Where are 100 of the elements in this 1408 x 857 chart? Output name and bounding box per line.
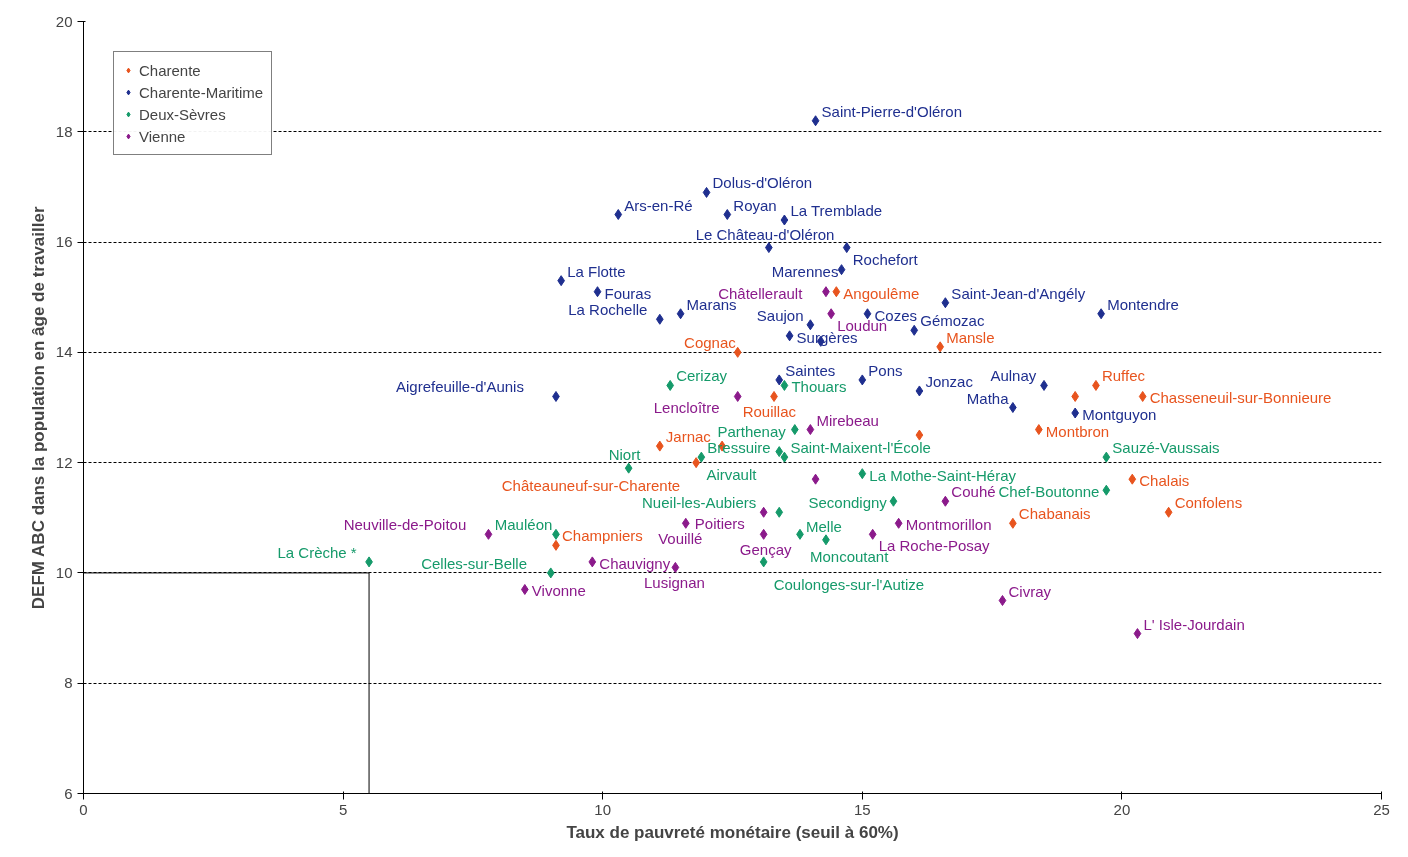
point	[842, 242, 851, 254]
point	[1138, 390, 1147, 402]
annotation: Montguyon	[1082, 406, 1157, 424]
annotation: Chasseneuil-sur-Bonnieure	[1149, 389, 1332, 407]
point	[775, 506, 784, 518]
annotation: Lencloître	[653, 399, 720, 417]
point	[655, 313, 664, 325]
annotation: Lusignan	[643, 574, 705, 592]
annotation: Chef-Boutonne	[998, 483, 1100, 501]
y-tick-label: 8	[64, 674, 73, 692]
annotation: La Tremblade	[790, 202, 883, 220]
point	[671, 561, 680, 573]
annotation: Melle	[805, 517, 842, 535]
point	[806, 319, 815, 331]
point	[811, 115, 820, 127]
annotation: Champniers	[561, 527, 643, 545]
x-tick-label: 5	[338, 800, 348, 818]
point	[1034, 424, 1043, 436]
y-tick-label: 6	[64, 784, 73, 802]
x-tick-label: 0	[79, 800, 88, 818]
annotation: Jonzac	[925, 372, 974, 390]
annotation: Marennes	[771, 262, 839, 280]
point	[858, 468, 867, 480]
point	[915, 385, 924, 397]
annotation: Mirebeau	[816, 411, 879, 429]
annotation: Neuville-de-Poitou	[343, 516, 467, 534]
annotation: La Rochelle	[568, 301, 648, 319]
point	[655, 440, 664, 452]
y-axis-title: DEFM ABC dans la population en âge de travailler	[28, 206, 48, 610]
annotation: Saint-Jean-d'Angély	[951, 284, 1086, 302]
annotation: Montendre	[1107, 295, 1179, 313]
annotation: Secondigny	[808, 494, 888, 512]
annotation: Dolus-d'Oléron	[712, 174, 813, 192]
point	[593, 286, 602, 298]
y-tick-label: 12	[55, 453, 73, 471]
annotation: Rochefort	[852, 250, 919, 268]
point	[520, 583, 529, 595]
point	[702, 186, 711, 198]
point	[775, 374, 784, 386]
annotation: Cerizay	[676, 367, 728, 385]
annotation: Vivonne	[531, 582, 586, 600]
point	[666, 379, 675, 391]
annotation: Niort	[608, 446, 642, 464]
annotation: Coulonges-sur-l'Autize	[773, 575, 925, 593]
point	[780, 379, 789, 391]
annotation: Ruffec	[1101, 367, 1146, 385]
point	[868, 528, 877, 540]
annotation: Saint-Maixent-l'École	[790, 439, 931, 457]
point	[614, 209, 623, 220]
point	[811, 473, 820, 485]
annotation: Nueil-les-Aubiers	[642, 494, 757, 512]
legend-label: Vienne	[139, 127, 186, 145]
annotation: Mansle	[946, 328, 995, 346]
point	[910, 324, 919, 336]
annotation: Matha	[966, 389, 1010, 407]
annotation: Civray	[1008, 582, 1052, 600]
y-tick-label: 10	[55, 563, 73, 581]
annotation: Saujon	[756, 306, 804, 324]
point	[837, 264, 846, 276]
annotation: Royan	[733, 196, 777, 214]
annotation: Gençay	[739, 541, 793, 559]
point	[484, 528, 493, 540]
annotation: Le Château-d'Oléron	[695, 225, 835, 243]
annotation: Celles-sur-Belle	[421, 554, 528, 572]
annotation: La Crèche *	[277, 543, 357, 561]
annotation: Montmorillon	[905, 516, 992, 534]
point	[780, 451, 789, 463]
point	[759, 506, 768, 518]
legend-label: Charente-Maritime	[139, 83, 264, 101]
point	[785, 330, 794, 342]
annotation: Châteauneuf-sur-Charente	[501, 476, 681, 494]
annotation: Confolens	[1174, 494, 1243, 512]
point	[858, 374, 867, 386]
point	[1071, 390, 1080, 402]
annotation: La Flotte	[567, 262, 626, 280]
x-tick-label: 10	[594, 800, 612, 818]
point	[1164, 506, 1173, 518]
y-tick-label: 18	[55, 122, 73, 140]
annotation: Ars-en-Ré	[624, 196, 693, 214]
point	[775, 446, 784, 458]
point	[681, 517, 690, 529]
annotation: Vouillé	[658, 530, 703, 548]
annotation: Gémozac	[920, 312, 985, 330]
annotation: Chabanais	[1018, 505, 1091, 523]
point	[624, 462, 633, 474]
annotation: Thouars	[791, 378, 847, 396]
annotation: Montbron	[1045, 422, 1110, 440]
point	[1133, 628, 1142, 640]
point	[1102, 451, 1111, 463]
point	[894, 517, 903, 529]
x-tick-label: 20	[1113, 800, 1131, 818]
point	[733, 346, 742, 358]
annotation: Aulnay	[990, 367, 1037, 385]
point	[915, 429, 924, 441]
legend-label: Deux-Sèvres	[139, 105, 226, 123]
annotation: Angoulême	[843, 284, 920, 302]
x-tick-label: 15	[853, 800, 871, 818]
x-axis-title: Taux de pauvreté monétaire (seuil à 60%)	[566, 822, 899, 842]
point	[1128, 473, 1137, 485]
annotation: Chalais	[1139, 472, 1190, 490]
